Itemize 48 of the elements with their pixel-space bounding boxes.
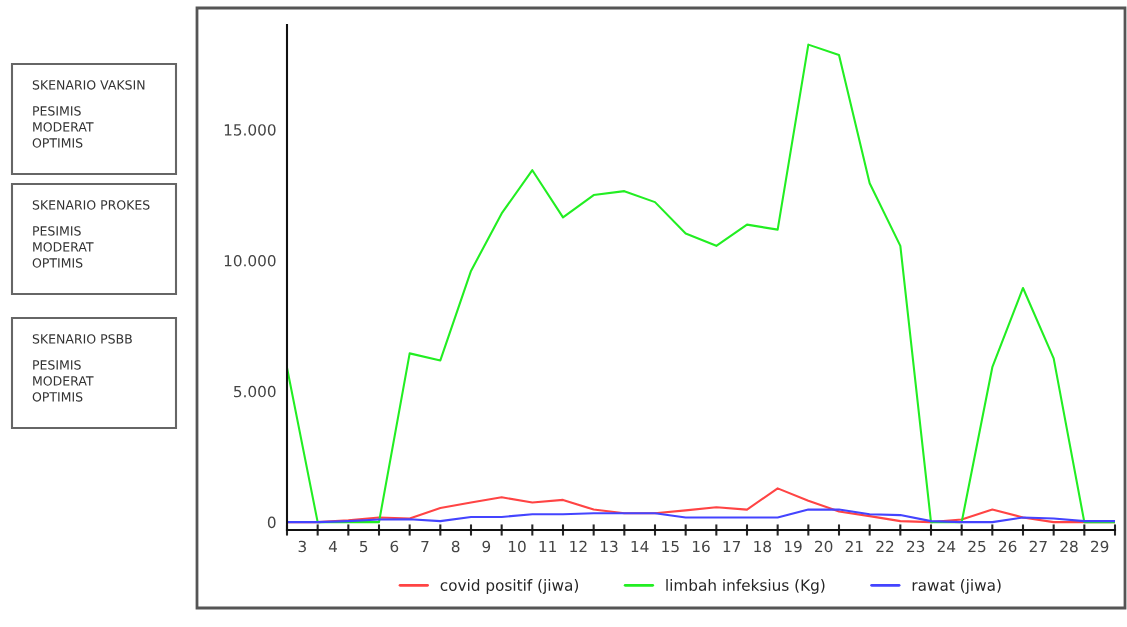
- x-tick-label: 5: [359, 540, 368, 553]
- x-tick-label: 23: [907, 540, 925, 553]
- x-tick-label: 15: [662, 540, 679, 553]
- x-tick-label: 6: [390, 540, 399, 553]
- line-series: [287, 43, 1115, 524]
- x-tick-label: 9: [482, 540, 491, 553]
- x-tick-label: 19: [784, 540, 802, 553]
- text: MODERAT: [33, 242, 94, 252]
- x-tick-label: 29: [1091, 540, 1109, 553]
- x-tick-label: 7: [421, 540, 429, 553]
- x-tick-label: 11: [539, 540, 556, 553]
- x-tick-label: 8: [451, 540, 460, 553]
- text: SKENARIO PSBB: [32, 334, 132, 344]
- text: OPTIMIS: [32, 258, 83, 268]
- y-tick-label: 5.000: [234, 385, 276, 398]
- legend-label: limbah infeksius (Kg): [666, 579, 825, 594]
- y-tick-label: 0: [267, 516, 276, 529]
- x-tick-label: 20: [815, 540, 833, 553]
- x-tick-label: 3: [298, 540, 306, 553]
- x-tick-label: 22: [876, 540, 894, 553]
- x-tick-label: 18: [754, 540, 772, 553]
- text: MODERAT: [33, 122, 94, 132]
- x-tick-label: 13: [600, 540, 618, 553]
- text: PESIMIS: [33, 106, 81, 116]
- text: PESIMIS: [33, 226, 81, 236]
- x-tick-label: 17: [723, 540, 741, 553]
- x-tick-label: 28: [1060, 540, 1078, 553]
- x-tick-label: 4: [328, 540, 337, 553]
- legend-label: rawat (jiwa): [912, 579, 1001, 594]
- text: SKENARIO VAKSIN: [32, 80, 145, 90]
- y-tick-label: 10.000: [224, 254, 276, 267]
- text: OPTIMIS: [32, 138, 83, 148]
- x-tick-label: 26: [999, 540, 1017, 553]
- y-tick-label: 15.000: [224, 124, 276, 136]
- text: MODERAT: [33, 376, 94, 386]
- x-tick-label: 16: [692, 540, 710, 553]
- x-tick-label: 12: [570, 540, 587, 553]
- text: OPTIMIS: [32, 392, 83, 402]
- x-tick-label: 25: [968, 540, 986, 553]
- line-series: [287, 508, 1115, 524]
- x-tick-label: 14: [631, 540, 649, 553]
- x-tick-label: 10: [508, 540, 526, 553]
- text: PESIMIS: [33, 360, 81, 370]
- x-tick-label: 24: [937, 540, 956, 553]
- legend-label: covid positif (jiwa): [440, 579, 579, 594]
- x-tick-label: 27: [1029, 540, 1047, 553]
- x-tick-label: 21: [845, 540, 863, 553]
- text: SKENARIO PROKES: [32, 200, 150, 210]
